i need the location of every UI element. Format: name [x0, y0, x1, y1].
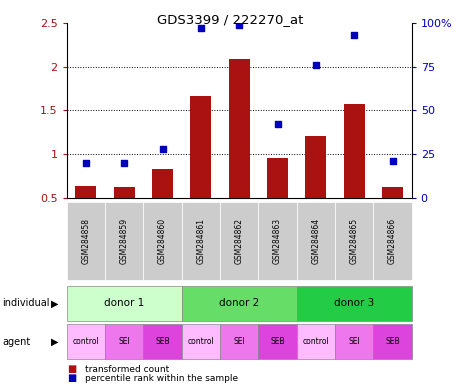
Text: control: control — [73, 337, 99, 346]
Text: GSM284862: GSM284862 — [234, 218, 243, 264]
Text: ▶: ▶ — [51, 298, 59, 308]
Text: control: control — [187, 337, 214, 346]
Bar — [228, 59, 249, 198]
Text: agent: agent — [2, 337, 30, 347]
Bar — [75, 186, 96, 198]
Text: SEB: SEB — [384, 337, 399, 346]
Text: percentile rank within the sample: percentile rank within the sample — [85, 374, 238, 383]
Text: ▶: ▶ — [51, 337, 59, 347]
Text: transformed count: transformed count — [85, 365, 169, 374]
Text: SEI: SEI — [233, 337, 245, 346]
Point — [158, 146, 166, 152]
Text: donor 3: donor 3 — [333, 298, 374, 308]
Text: GSM284864: GSM284864 — [311, 218, 319, 264]
Point — [120, 160, 128, 166]
Bar — [305, 136, 326, 198]
Bar — [151, 169, 173, 198]
Point — [350, 32, 357, 38]
Point — [388, 158, 395, 164]
Bar — [343, 104, 364, 198]
Text: SEB: SEB — [269, 337, 284, 346]
Point — [235, 22, 242, 28]
Bar — [266, 159, 287, 198]
Text: GSM284858: GSM284858 — [81, 218, 90, 264]
Text: GSM284861: GSM284861 — [196, 218, 205, 264]
Text: GSM284865: GSM284865 — [349, 218, 358, 264]
Text: GSM284866: GSM284866 — [387, 218, 396, 264]
Bar — [190, 96, 211, 198]
Text: GSM284859: GSM284859 — [119, 218, 129, 264]
Point — [197, 25, 204, 31]
Text: ■: ■ — [67, 373, 76, 383]
Text: donor 2: donor 2 — [218, 298, 259, 308]
Point — [273, 121, 280, 127]
Text: SEB: SEB — [155, 337, 169, 346]
Bar — [113, 187, 134, 198]
Point — [312, 62, 319, 68]
Text: donor 1: donor 1 — [104, 298, 144, 308]
Point — [82, 160, 90, 166]
Text: control: control — [302, 337, 329, 346]
Text: SEI: SEI — [118, 337, 130, 346]
Text: GDS3399 / 222270_at: GDS3399 / 222270_at — [157, 13, 302, 26]
Text: SEI: SEI — [347, 337, 359, 346]
Text: GSM284863: GSM284863 — [273, 218, 281, 264]
Text: individual: individual — [2, 298, 50, 308]
Text: GSM284860: GSM284860 — [158, 218, 167, 264]
Bar — [381, 187, 402, 198]
Text: ■: ■ — [67, 364, 76, 374]
